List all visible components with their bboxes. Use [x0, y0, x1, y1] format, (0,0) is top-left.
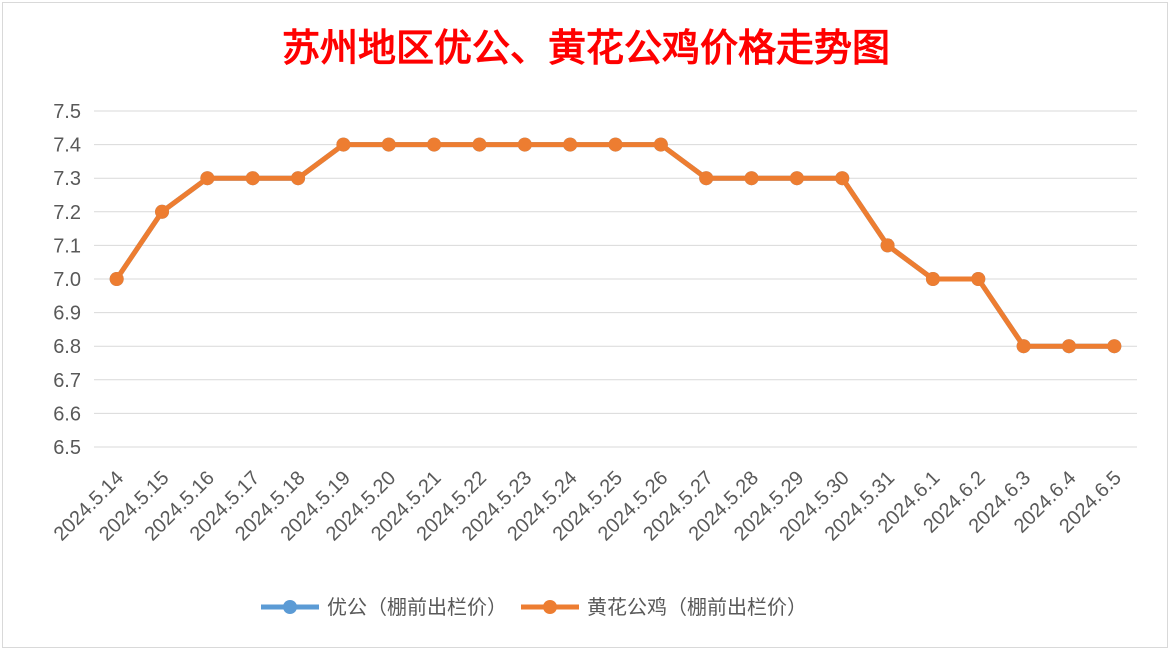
series-2 [109, 137, 1122, 354]
data-point [1107, 339, 1122, 354]
y-tick-label: 7.5 [53, 101, 81, 123]
legend-item-2: 黄花公鸡（棚前出栏价） [521, 595, 807, 619]
legend-marker [283, 600, 297, 614]
data-point [563, 137, 578, 152]
data-point [336, 137, 351, 152]
series-layer [109, 137, 1122, 354]
y-tick-label: 7.2 [53, 202, 81, 224]
legend: 优公（棚前出栏价） 黄花公鸡（棚前出栏价） [261, 595, 807, 619]
y-axis-ticks: 6.5 6.6 6.7 6.8 6.9 7.0 7.1 7.2 7.3 7.4 7.5 [53, 101, 81, 459]
data-point [608, 137, 623, 152]
data-point [653, 137, 668, 152]
x-axis-ticks: 2024.5.142024.5.152024.5.162024.5.172024… [50, 467, 1126, 545]
data-point [699, 171, 714, 186]
legend-label: 优公（棚前出栏价） [327, 595, 507, 619]
data-point [109, 272, 124, 286]
chart-title: 苏州地区优公、黄花公鸡价格走势图 [282, 25, 890, 70]
data-point [381, 137, 396, 152]
y-tick-label: 6.8 [53, 336, 81, 358]
data-point [427, 137, 442, 152]
legend-item-1: 优公（棚前出栏价） [261, 595, 507, 619]
legend-marker [543, 600, 557, 614]
data-point [744, 171, 759, 186]
data-point [472, 137, 487, 152]
data-point [880, 238, 895, 253]
line-chart: 苏州地区优公、黄花公鸡价格走势图 6.5 6.6 6.7 6.8 6.9 7.0 7.1 7.… [50, 25, 1137, 619]
y-tick-label: 6.9 [53, 303, 81, 325]
data-point [517, 137, 532, 152]
data-point [155, 204, 170, 219]
y-tick-label: 7.0 [53, 269, 81, 291]
y-tick-label: 7.3 [53, 168, 81, 190]
data-point [925, 272, 940, 286]
y-tick-label: 6.6 [53, 403, 81, 425]
data-point [200, 171, 215, 186]
data-point [835, 171, 850, 186]
data-point [1016, 339, 1031, 354]
y-tick-label: 7.4 [53, 135, 81, 157]
y-tick-label: 6.5 [53, 437, 81, 459]
y-tick-label: 6.7 [53, 370, 81, 392]
y-tick-label: 7.1 [53, 235, 81, 257]
data-point [789, 171, 804, 186]
data-point [245, 171, 260, 186]
data-point [971, 272, 986, 286]
data-point [1061, 339, 1076, 354]
gridlines [94, 110, 1137, 448]
data-point [291, 171, 306, 186]
legend-label: 黄花公鸡（棚前出栏价） [587, 595, 807, 619]
